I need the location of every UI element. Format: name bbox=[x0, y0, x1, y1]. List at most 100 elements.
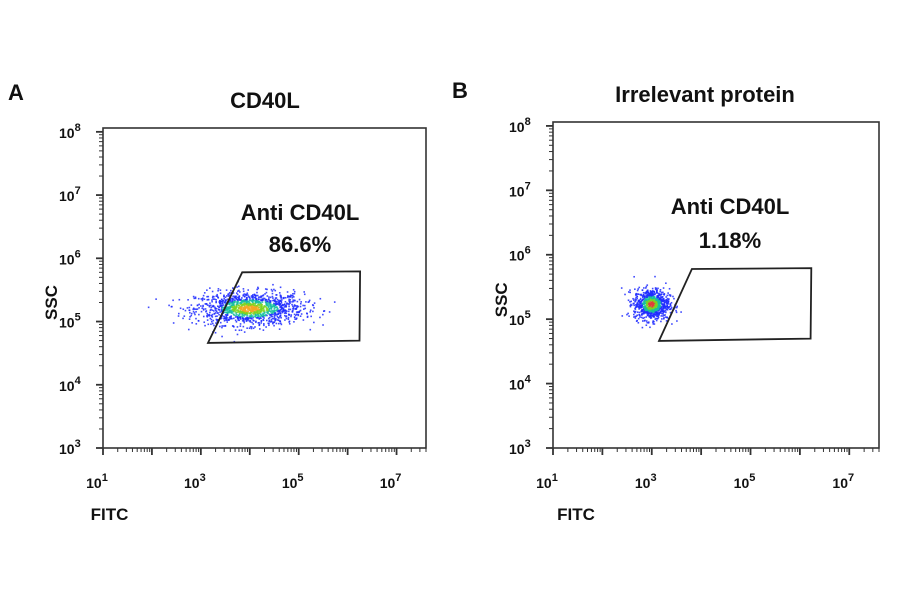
data-point bbox=[656, 315, 659, 318]
data-point bbox=[270, 304, 272, 306]
data-point bbox=[248, 317, 250, 319]
y-axis-label: SSC bbox=[42, 285, 61, 320]
data-point bbox=[289, 296, 291, 298]
data-point bbox=[219, 292, 222, 295]
data-point bbox=[654, 300, 657, 302]
tick-exponent: 5 bbox=[75, 312, 81, 324]
y-tick-label: 106 bbox=[509, 245, 531, 264]
data-point bbox=[279, 299, 282, 302]
data-point bbox=[220, 308, 223, 311]
y-tick-label: 104 bbox=[59, 375, 82, 394]
data-point bbox=[223, 315, 225, 318]
data-point bbox=[652, 310, 654, 313]
data-point bbox=[303, 304, 306, 307]
data-point bbox=[283, 306, 286, 308]
data-point bbox=[295, 311, 298, 313]
data-point bbox=[212, 322, 214, 325]
data-point bbox=[209, 304, 212, 307]
data-point bbox=[254, 313, 257, 316]
data-point bbox=[215, 322, 217, 324]
data-point bbox=[277, 308, 279, 310]
data-point bbox=[653, 306, 656, 308]
data-point bbox=[237, 307, 240, 309]
data-point bbox=[258, 296, 260, 299]
data-point bbox=[642, 298, 645, 301]
data-point bbox=[644, 306, 646, 308]
data-point bbox=[284, 300, 287, 303]
data-point bbox=[659, 312, 662, 314]
data-point bbox=[650, 307, 652, 310]
data-point bbox=[633, 302, 635, 305]
data-point bbox=[192, 307, 195, 310]
x-tick-label: 105 bbox=[282, 472, 304, 491]
data-point bbox=[232, 304, 234, 307]
data-point bbox=[259, 307, 262, 309]
y-axis-label: SSC bbox=[492, 282, 511, 317]
data-point bbox=[258, 306, 260, 309]
data-point bbox=[242, 317, 244, 320]
data-point bbox=[645, 306, 648, 308]
data-point bbox=[209, 302, 211, 304]
data-point bbox=[279, 303, 281, 305]
data-point bbox=[262, 315, 265, 317]
data-point bbox=[664, 299, 667, 302]
data-point bbox=[299, 305, 302, 308]
data-point bbox=[241, 320, 244, 322]
data-point bbox=[268, 307, 271, 310]
data-point bbox=[642, 317, 644, 320]
data-point bbox=[275, 297, 278, 299]
data-point bbox=[270, 288, 273, 291]
data-point bbox=[239, 316, 241, 319]
data-point bbox=[217, 289, 219, 292]
data-point bbox=[649, 293, 652, 296]
data-point bbox=[666, 297, 669, 300]
tick-base: 10 bbox=[734, 475, 750, 491]
data-point bbox=[654, 303, 657, 306]
data-point bbox=[636, 311, 639, 313]
data-point bbox=[668, 298, 670, 300]
gate-percent: 1.18% bbox=[699, 228, 761, 253]
data-point bbox=[289, 302, 291, 305]
data-point bbox=[251, 303, 254, 305]
data-point bbox=[644, 312, 647, 314]
data-point bbox=[633, 304, 635, 307]
data-point bbox=[649, 290, 652, 292]
data-point bbox=[237, 300, 239, 302]
data-point bbox=[261, 295, 264, 297]
data-point bbox=[652, 312, 654, 314]
data-point bbox=[665, 296, 667, 298]
data-point bbox=[253, 311, 256, 314]
data-point bbox=[658, 293, 661, 295]
data-point bbox=[661, 308, 664, 311]
data-point bbox=[192, 295, 195, 298]
tick-exponent: 3 bbox=[525, 438, 531, 450]
data-point bbox=[654, 304, 656, 307]
tick-base: 10 bbox=[59, 188, 75, 204]
data-point bbox=[290, 315, 292, 318]
data-point bbox=[647, 302, 650, 305]
data-point bbox=[230, 301, 233, 304]
data-point bbox=[670, 301, 673, 304]
data-point bbox=[643, 316, 646, 319]
data-point bbox=[645, 291, 647, 294]
data-point bbox=[633, 275, 635, 278]
data-point bbox=[241, 304, 244, 307]
data-point bbox=[273, 307, 276, 310]
data-point bbox=[233, 317, 235, 320]
data-point bbox=[201, 298, 204, 300]
data-point bbox=[259, 317, 261, 319]
data-point bbox=[246, 312, 249, 314]
data-point bbox=[279, 294, 282, 296]
data-point bbox=[664, 309, 667, 312]
data-point bbox=[286, 302, 288, 304]
data-point bbox=[226, 319, 228, 321]
data-point bbox=[635, 315, 638, 318]
data-point bbox=[219, 325, 221, 328]
data-point bbox=[216, 305, 219, 308]
data-point bbox=[238, 329, 241, 332]
data-point bbox=[240, 311, 243, 313]
data-point bbox=[189, 311, 191, 314]
data-point bbox=[225, 318, 228, 320]
data-point bbox=[221, 304, 224, 307]
